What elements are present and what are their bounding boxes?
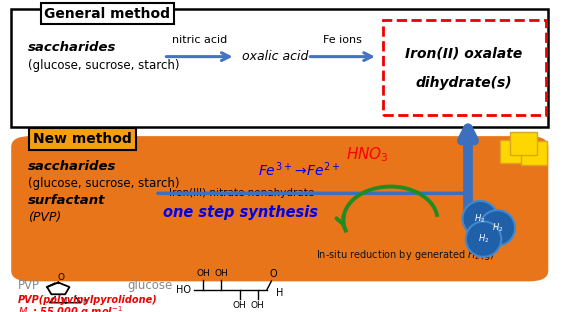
Text: PVP: PVP <box>18 280 40 292</box>
Bar <box>11 9 548 127</box>
Text: one step synthesis: one step synthesis <box>163 205 319 220</box>
Text: O: O <box>270 269 277 279</box>
Text: $HNO_3$: $HNO_3$ <box>346 145 389 164</box>
Text: In-situ reduction by generated $H_2$(g): In-situ reduction by generated $H_2$(g) <box>316 248 494 262</box>
Ellipse shape <box>462 201 498 236</box>
Text: (glucose, sucrose, starch): (glucose, sucrose, starch) <box>28 59 179 72</box>
Text: (PVP): (PVP) <box>28 211 61 224</box>
Text: oxalic acid: oxalic acid <box>242 50 308 63</box>
Text: HO: HO <box>176 285 191 295</box>
Text: N: N <box>60 297 67 306</box>
Text: n: n <box>82 297 86 306</box>
FancyBboxPatch shape <box>499 140 526 163</box>
Bar <box>383 20 546 115</box>
Text: Iron(III) nitrate nonahydrate: Iron(III) nitrate nonahydrate <box>169 188 314 198</box>
Text: $Fe^{3+}\!\rightarrow\!Fe^{2+}$: $Fe^{3+}\!\rightarrow\!Fe^{2+}$ <box>258 160 340 179</box>
Text: O: O <box>58 273 64 282</box>
Text: OH: OH <box>196 269 210 278</box>
Text: glucose: glucose <box>128 280 173 292</box>
Text: $H_2$: $H_2$ <box>475 212 486 225</box>
Text: dihydrate(s): dihydrate(s) <box>416 76 512 90</box>
Text: Fe ions: Fe ions <box>323 35 362 45</box>
Text: Iron(II) oxalate: Iron(II) oxalate <box>406 46 523 61</box>
FancyBboxPatch shape <box>11 136 548 281</box>
Text: General method: General method <box>45 7 171 21</box>
Text: OH: OH <box>233 301 246 310</box>
Text: H: H <box>276 288 283 298</box>
Text: $H_2$: $H_2$ <box>478 233 489 246</box>
Text: New method: New method <box>33 132 132 146</box>
Text: $M_w$: 55,000 g mol$^{-1}$: $M_w$: 55,000 g mol$^{-1}$ <box>18 304 123 312</box>
Text: saccharides: saccharides <box>28 41 116 54</box>
FancyBboxPatch shape <box>510 132 537 155</box>
FancyBboxPatch shape <box>520 141 547 164</box>
Ellipse shape <box>466 222 501 257</box>
Text: $H_2$: $H_2$ <box>492 222 503 234</box>
Ellipse shape <box>480 210 515 246</box>
Text: OH: OH <box>215 269 228 278</box>
Text: (glucose, sucrose, starch): (glucose, sucrose, starch) <box>28 177 179 190</box>
Text: OH: OH <box>251 301 265 310</box>
Text: nitric acid: nitric acid <box>172 35 227 45</box>
Text: surfactant: surfactant <box>28 194 105 207</box>
Text: saccharides: saccharides <box>28 160 116 173</box>
Text: PVP(polyvinylpyrolidone): PVP(polyvinylpyrolidone) <box>18 295 158 305</box>
